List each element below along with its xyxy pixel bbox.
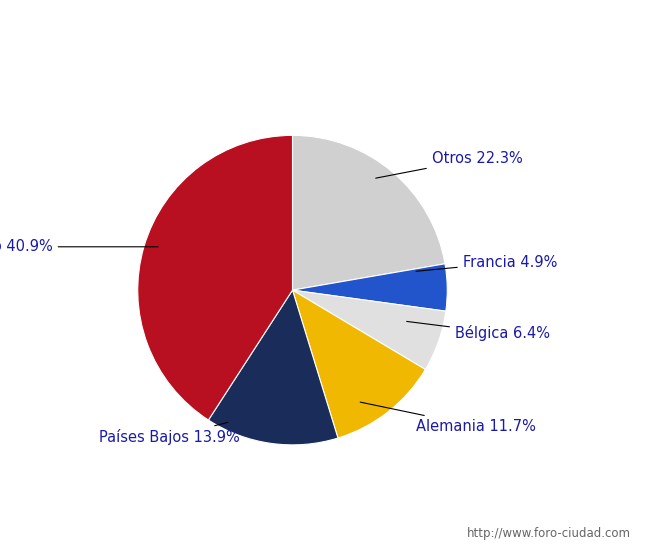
Text: Reino Unido 40.9%: Reino Unido 40.9% <box>0 239 158 254</box>
Wedge shape <box>209 290 338 445</box>
Wedge shape <box>138 135 292 420</box>
Text: Francia 4.9%: Francia 4.9% <box>416 255 557 271</box>
Text: Países Bajos 13.9%: Países Bajos 13.9% <box>99 422 240 445</box>
Wedge shape <box>292 290 425 438</box>
Wedge shape <box>292 290 446 370</box>
Text: Viñuela - Turistas extranjeros según país - Abril de 2024: Viñuela - Turistas extranjeros según paí… <box>73 9 577 28</box>
Text: Bélgica 6.4%: Bélgica 6.4% <box>407 321 550 342</box>
Text: Otros 22.3%: Otros 22.3% <box>376 151 523 178</box>
Text: Alemania 11.7%: Alemania 11.7% <box>360 402 536 434</box>
Text: http://www.foro-ciudad.com: http://www.foro-ciudad.com <box>467 527 630 540</box>
Wedge shape <box>292 135 445 290</box>
Wedge shape <box>292 264 447 311</box>
